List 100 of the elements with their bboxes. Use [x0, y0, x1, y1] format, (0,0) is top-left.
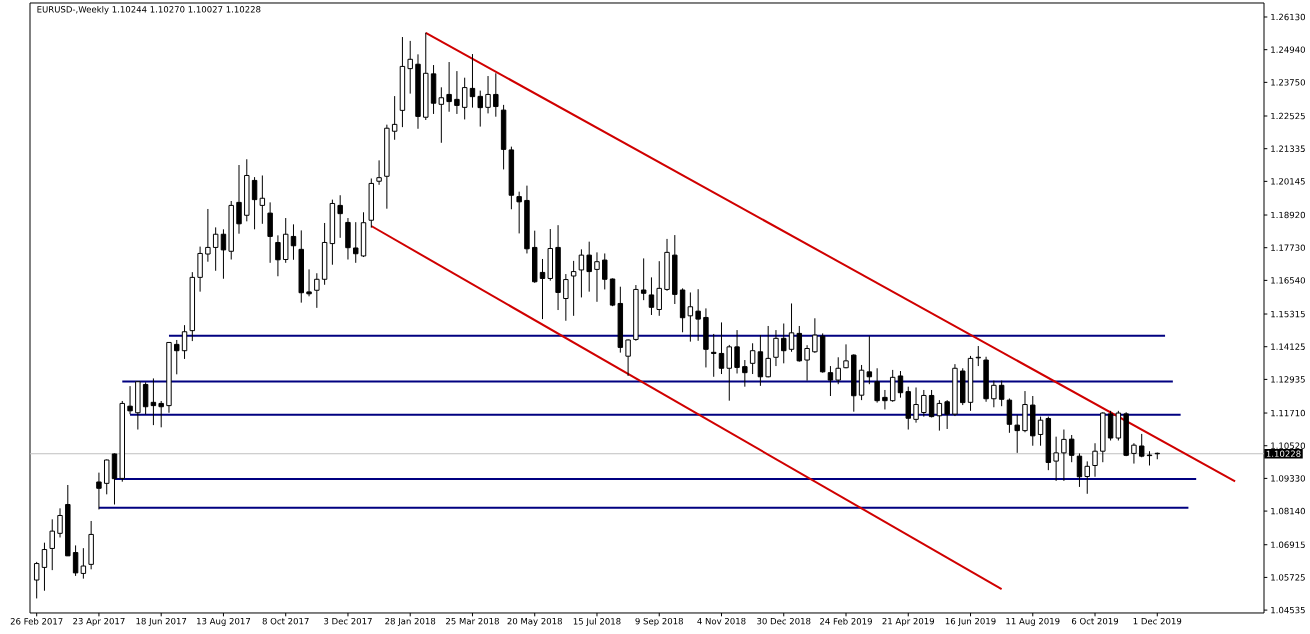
y-tick-label: 1.23750 — [1271, 79, 1305, 86]
candlestick — [57, 507, 63, 538]
x-tick-label: 24 Feb 2019 — [820, 617, 872, 625]
candlestick — [1053, 436, 1059, 482]
candlestick — [1092, 442, 1098, 478]
x-tick-label: 25 Mar 2018 — [446, 617, 499, 625]
candlestick — [103, 458, 110, 495]
candlestick — [1084, 460, 1090, 495]
x-tick-label: 3 Dec 2017 — [324, 617, 372, 625]
candlestick — [570, 260, 577, 317]
candlestick — [586, 241, 592, 293]
y-tick-label: 1.10520 — [1271, 442, 1305, 449]
candlestick — [438, 86, 445, 144]
candlestick — [485, 75, 491, 114]
candlestick — [290, 223, 297, 261]
x-tick-label: 16 Jun 2019 — [945, 617, 996, 626]
candlestick — [1037, 416, 1044, 447]
candlestick — [812, 317, 818, 354]
candlestick — [72, 544, 79, 577]
candlestick — [827, 365, 834, 397]
candlestick — [49, 518, 55, 571]
y-tick-label: 1.26130 — [1271, 13, 1305, 21]
candlestick — [220, 228, 227, 280]
candlestick — [726, 344, 732, 402]
y-tick-label: 1.18920 — [1271, 211, 1305, 219]
candlestick — [656, 260, 662, 317]
candlestick — [259, 174, 266, 225]
candlestick — [765, 325, 771, 378]
candlestick — [710, 333, 717, 378]
candlestick — [804, 344, 810, 382]
candlestick — [687, 291, 694, 343]
candlestick — [251, 176, 258, 230]
candlestick — [267, 201, 273, 264]
candlestick — [33, 561, 40, 599]
candlestick — [205, 208, 211, 263]
candlestick — [889, 369, 896, 403]
x-tick-label: 8 Oct 2017 — [262, 617, 309, 625]
candlestick — [788, 302, 795, 353]
candlestick — [1076, 452, 1083, 488]
y-tick-label: 1.16540 — [1271, 277, 1305, 284]
y-tick-label: 1.09330 — [1271, 475, 1305, 482]
candlestick — [695, 288, 701, 342]
candlestick — [944, 399, 950, 430]
candlestick — [391, 95, 398, 141]
candlestick — [1061, 429, 1067, 482]
candlestick — [41, 542, 48, 592]
x-tick-label: 30 Dec 2018 — [757, 617, 811, 625]
y-tick-label: 1.06915 — [1271, 541, 1305, 548]
x-tick-label: 18 Jun 2017 — [136, 617, 187, 626]
candlestick — [742, 359, 748, 388]
candlestick — [461, 77, 468, 120]
candlestick — [127, 385, 133, 415]
candlestick — [446, 61, 452, 113]
y-tick-label: 1.08140 — [1271, 507, 1305, 515]
candlestick — [197, 246, 203, 293]
y-tick-label: 1.24940 — [1271, 46, 1305, 53]
candlestick — [594, 251, 600, 303]
candlestick — [897, 370, 904, 399]
x-tick-label: 6 Oct 2019 — [1071, 617, 1119, 625]
candlestick — [835, 356, 841, 385]
x-tick-label: 13 Aug 2017 — [197, 617, 251, 627]
candlestick — [749, 342, 756, 375]
ref-line-label: 1.10228 — [1266, 450, 1301, 457]
candlestick — [718, 321, 725, 375]
candlestick — [142, 381, 149, 415]
candlestick — [563, 273, 569, 322]
y-tick-label: 1.11710 — [1271, 409, 1305, 417]
candlestick — [1014, 414, 1020, 454]
y-tick-label: 1.05725 — [1271, 574, 1305, 581]
x-tick-label: 11 Aug 2019 — [1006, 617, 1060, 627]
candlestick — [493, 72, 499, 118]
candlestick — [454, 70, 460, 115]
candlestick — [337, 194, 343, 239]
candlestick — [734, 329, 740, 374]
candlestick — [991, 380, 997, 408]
candlestick — [516, 191, 522, 234]
candlestick — [407, 40, 413, 95]
candlestick — [539, 258, 546, 320]
x-tick-label: 23 Apr 2017 — [73, 617, 125, 627]
x-tick-label: 20 May 2018 — [507, 617, 562, 627]
candlestick — [353, 221, 359, 264]
candlestick — [625, 338, 631, 377]
candlestick — [1068, 434, 1075, 463]
x-tick-label: 1 Dec 2019 — [1133, 617, 1182, 625]
candlestick — [181, 324, 188, 360]
x-tick-label: 4 Nov 2018 — [697, 617, 746, 625]
candlestick — [275, 234, 281, 277]
candlestick — [158, 400, 164, 428]
y-tick-label: 1.14125 — [1271, 343, 1305, 350]
candlestick — [781, 323, 787, 364]
y-tick-label: 1.21335 — [1271, 145, 1305, 152]
candlestick — [874, 367, 880, 404]
y-tick-label: 1.04535 — [1271, 606, 1305, 614]
candlestick — [921, 389, 927, 418]
y-tick-label: 1.22525 — [1271, 112, 1305, 120]
x-tick-label: 9 Sep 2018 — [635, 617, 683, 627]
candlestick — [998, 380, 1005, 407]
candlestick — [882, 389, 888, 410]
candlestick — [928, 389, 935, 418]
candlestick — [80, 547, 87, 580]
